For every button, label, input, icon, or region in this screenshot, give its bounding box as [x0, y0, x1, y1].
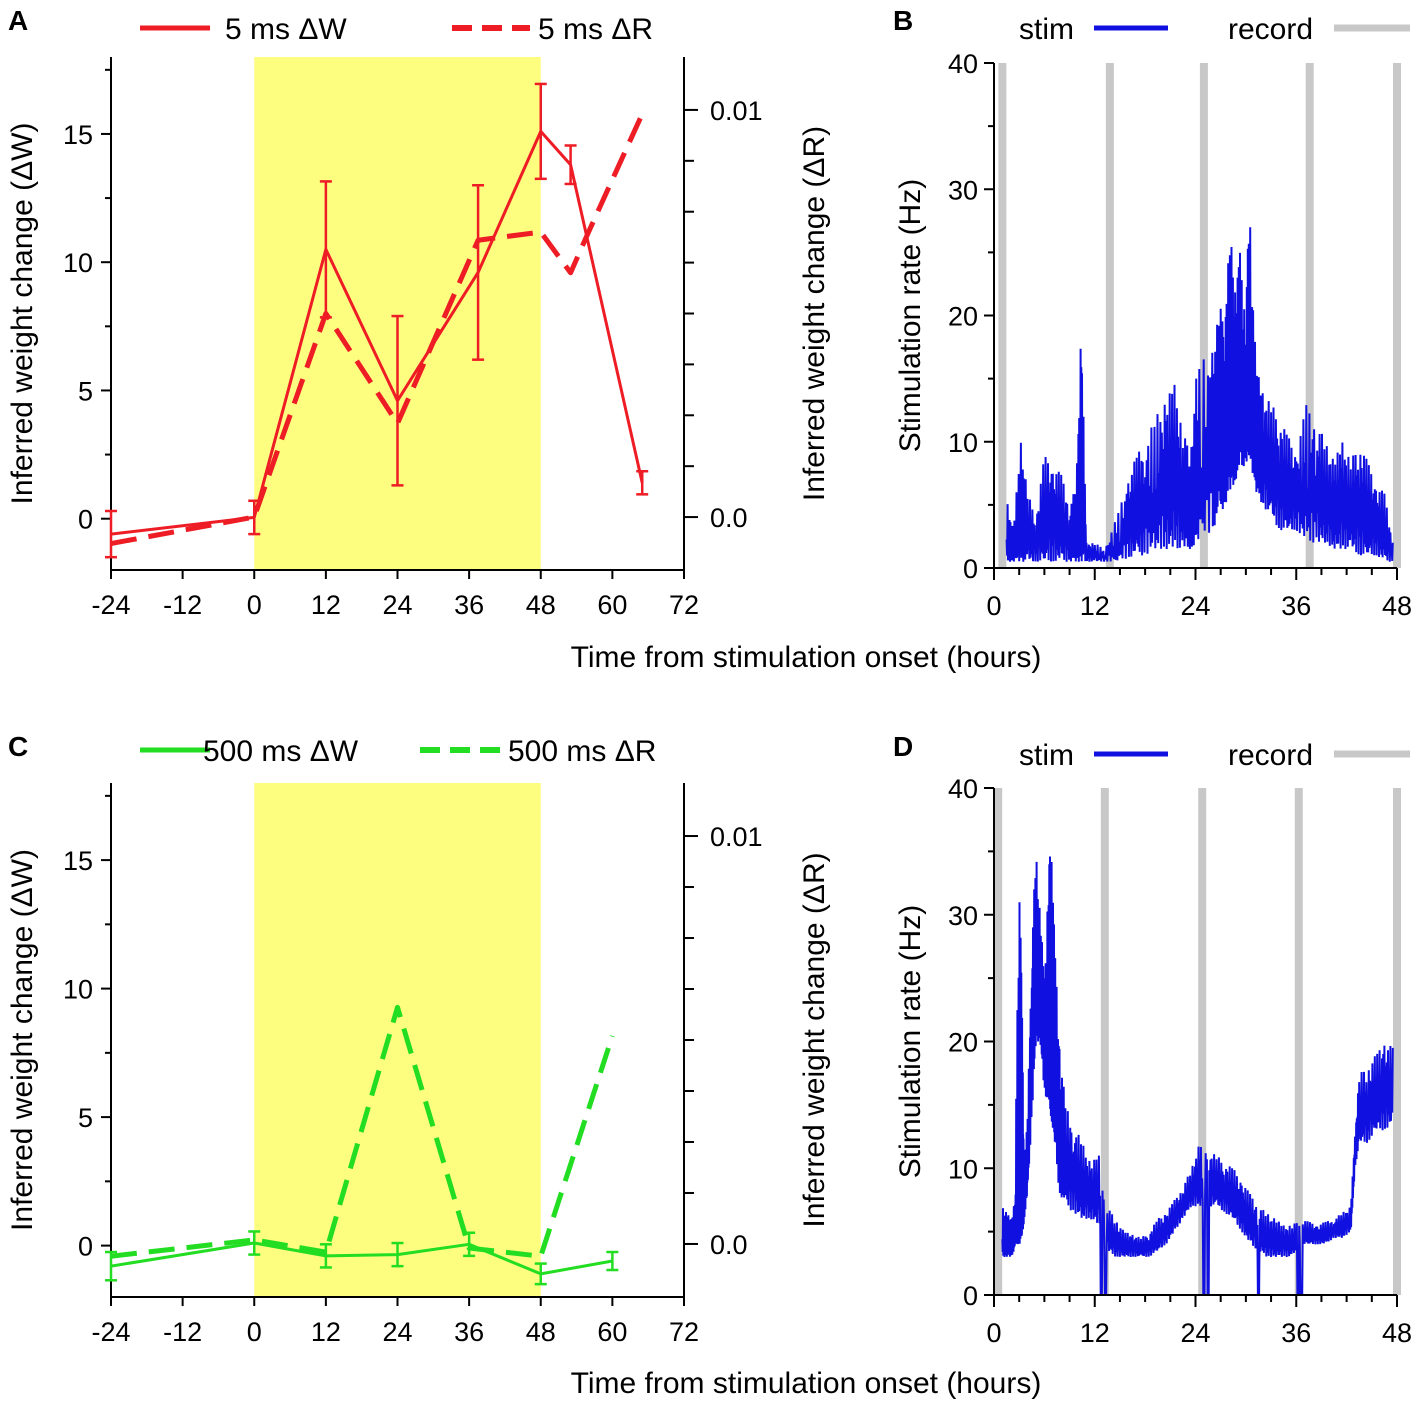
x-axis-label-bottom: Time from stimulation onset (hours) [571, 1367, 1042, 1400]
record-period-bar [1199, 63, 1208, 568]
y-tick-label: 0 [963, 554, 978, 584]
left-y-tick-label: 0 [78, 1232, 93, 1262]
x-tick-label: 36 [1281, 591, 1311, 621]
x-tick-label: -12 [163, 590, 202, 620]
x-tick-label: 60 [597, 590, 627, 620]
panel-letter: A [8, 5, 28, 36]
x-tick-label: -24 [91, 590, 130, 620]
x-tick-label: 36 [454, 590, 484, 620]
delta-r-series-line [110, 112, 645, 546]
y-tick-label: 10 [948, 1154, 978, 1184]
legend-label: 500 ms ΔW [203, 735, 359, 768]
x-tick-label: -12 [163, 1317, 202, 1347]
x-tick-label: 24 [1180, 591, 1210, 621]
legend-label: stim [1019, 739, 1074, 772]
record-period-bar [1105, 63, 1114, 568]
right-y-tick-label: 0.01 [710, 96, 763, 126]
y-tick-label: 0 [963, 1281, 978, 1311]
y-tick-label: 20 [948, 1028, 978, 1058]
y-axis-label: Stimulation rate (Hz) [894, 179, 927, 452]
record-period-bar [1393, 788, 1401, 1295]
legend-label: stim [1019, 13, 1074, 46]
x-tick-label: 48 [526, 590, 556, 620]
x-tick-label: 72 [669, 1317, 699, 1347]
right-y-tick-label: 0.0 [710, 503, 748, 533]
x-tick-label: 0 [986, 1318, 1001, 1348]
left-y-tick-label: 10 [63, 248, 93, 278]
x-tick-label: 48 [1382, 591, 1412, 621]
right-y-tick-label: 0.01 [710, 822, 763, 852]
y-tick-label: 10 [948, 428, 978, 458]
x-axis-label-top: Time from stimulation onset (hours) [571, 641, 1042, 674]
panel-d: 0 12 24 36 48 0 10 20 30 40 Stimulation rate (Hz) s… [893, 731, 1412, 1348]
record-period-bar [1305, 63, 1314, 568]
x-tick-label: 12 [1080, 591, 1110, 621]
record-period-bar [1100, 788, 1109, 1295]
x-tick-label: 0 [247, 590, 262, 620]
panel-letter: D [893, 731, 913, 762]
right-y-axis-label: Inferred weight change (ΔR) [798, 852, 831, 1227]
record-period-bar [1198, 788, 1207, 1295]
x-tick-label: 48 [1382, 1318, 1412, 1348]
panel-b: 0 12 24 36 48 0 10 20 30 40 Stimulation rate (Hz) s… [893, 5, 1412, 621]
x-tick-label: 12 [1080, 1318, 1110, 1348]
stim-rate-trace [1005, 227, 1394, 562]
stimulation-shaded-region [254, 783, 541, 1297]
y-tick-label: 30 [948, 901, 978, 931]
y-tick-label: 40 [948, 49, 978, 79]
left-y-tick-label: 10 [63, 975, 93, 1005]
left-y-tick-label: 5 [78, 1103, 93, 1133]
panel-a: -24 -12 0 12 24 36 48 60 72 0 5 10 15 0.0 0.01 Inferred… [6, 5, 831, 620]
x-tick-label: 24 [1180, 1318, 1210, 1348]
legend-label: record [1228, 739, 1313, 772]
y-tick-label: 30 [948, 175, 978, 205]
legend-label: 500 ms ΔR [508, 735, 656, 768]
delta-r-series-line [110, 1004, 615, 1259]
record-period-bar [994, 788, 1003, 1295]
record-period-bar [1393, 63, 1401, 568]
left-y-tick-label: 15 [63, 846, 93, 876]
left-y-tick-label: 5 [78, 376, 93, 406]
legend-label: 5 ms ΔW [225, 13, 347, 46]
panel-c: -24 -12 0 12 24 36 48 60 72 0 5 10 15 0.0 0.01 Inferred… [6, 731, 831, 1347]
legend-label: record [1228, 13, 1313, 46]
x-tick-label: 24 [382, 590, 412, 620]
x-tick-label: -24 [91, 1317, 130, 1347]
stimulation-shaded-region [254, 57, 541, 570]
x-tick-label: 12 [311, 590, 341, 620]
y-axis-label: Stimulation rate (Hz) [894, 905, 927, 1178]
stim-rate-trace [1001, 856, 1394, 1296]
x-tick-label: 60 [597, 1317, 627, 1347]
x-tick-label: 0 [986, 591, 1001, 621]
record-period-bar [998, 63, 1007, 568]
x-tick-label: 0 [247, 1317, 262, 1347]
x-tick-label: 36 [454, 1317, 484, 1347]
left-y-axis-label: Inferred weight change (ΔW) [6, 123, 39, 505]
right-y-axis-label: Inferred weight change (ΔR) [798, 126, 831, 501]
x-tick-label: 12 [311, 1317, 341, 1347]
x-tick-label: 24 [382, 1317, 412, 1347]
left-y-tick-label: 15 [63, 120, 93, 150]
panel-letter: C [8, 731, 28, 762]
left-y-tick-label: 0 [78, 505, 93, 535]
y-tick-label: 40 [948, 774, 978, 804]
panel-letter: B [893, 5, 913, 36]
record-period-bar [1294, 788, 1303, 1295]
x-tick-label: 48 [526, 1317, 556, 1347]
right-y-tick-label: 0.0 [710, 1230, 748, 1260]
legend-label: 5 ms ΔR [538, 13, 653, 46]
x-tick-label: 72 [669, 590, 699, 620]
y-tick-label: 20 [948, 302, 978, 332]
left-y-axis-label: Inferred weight change (ΔW) [6, 849, 39, 1231]
x-tick-label: 36 [1281, 1318, 1311, 1348]
